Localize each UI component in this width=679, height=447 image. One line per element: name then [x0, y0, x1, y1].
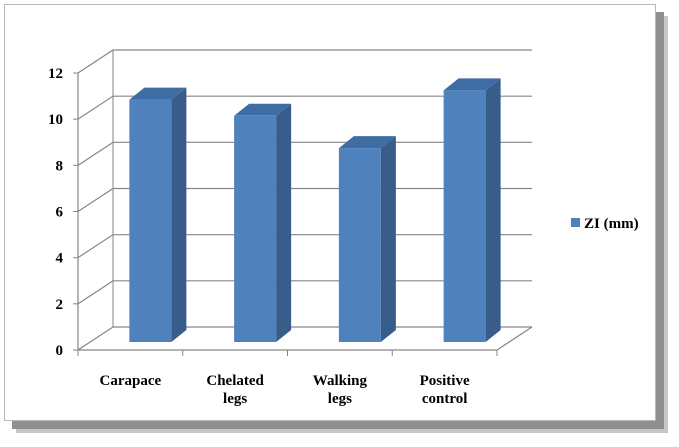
legend-label: ZI (mm): [584, 216, 639, 232]
y-tick-label: 8: [56, 158, 64, 174]
legend: ZI (mm): [571, 216, 639, 232]
bar: [234, 103, 292, 343]
bars: [129, 78, 501, 343]
x-tick-label: Chelated: [206, 373, 264, 389]
x-tick-label: Walking: [313, 373, 368, 389]
legend-swatch: [571, 218, 580, 227]
x-tick-label: Positive: [420, 373, 470, 389]
y-tick-label: 0: [56, 343, 64, 359]
bar: [129, 87, 187, 342]
axes: [73, 72, 533, 356]
x-tick-label: Carapace: [100, 373, 162, 389]
bar-side: [380, 136, 396, 342]
bar-top: [129, 87, 187, 100]
y-tick-label: 10: [48, 112, 63, 128]
bar: [338, 136, 396, 342]
bar-side: [485, 78, 501, 343]
y-tick-label: 6: [56, 205, 64, 221]
bar-top: [443, 78, 501, 91]
x-tick-label: control: [422, 391, 468, 407]
bar-front: [234, 115, 277, 343]
x-tick-label: legs: [223, 391, 247, 407]
y-tick-label: 12: [48, 66, 63, 82]
gridlines: [77, 49, 532, 351]
gridline: [77, 49, 532, 74]
y-tick-label: 2: [56, 297, 64, 313]
bar-chart: 0 2 4 6 8 10 12 Carapace Chelated legs Walking legs…: [48, 49, 639, 407]
chart-frame: 0 2 4 6 8 10 12 Carapace Chelated legs Walking legs…: [4, 4, 656, 421]
bar-front: [443, 90, 486, 343]
bar-side: [171, 87, 187, 342]
bar: [443, 78, 501, 343]
gridline: [77, 95, 532, 120]
x-tick-label: legs: [328, 391, 352, 407]
axis-labels: 0 2 4 6 8 10 12 Carapace Chelated legs Walking legs…: [48, 66, 470, 407]
bar-top: [234, 103, 292, 116]
bar-front: [129, 99, 172, 342]
y-tick-label: 4: [56, 251, 64, 267]
bar-top: [338, 136, 396, 149]
bar-side: [276, 103, 292, 343]
bar-front: [338, 148, 381, 342]
